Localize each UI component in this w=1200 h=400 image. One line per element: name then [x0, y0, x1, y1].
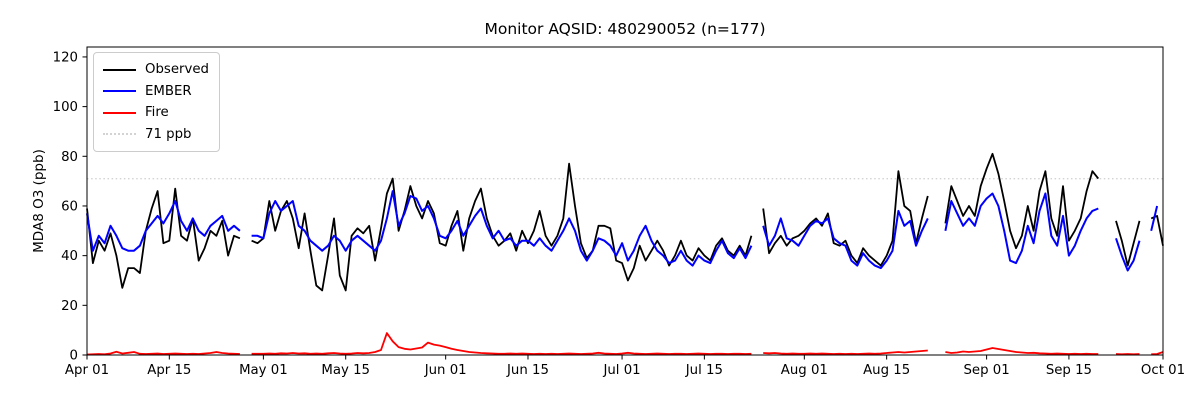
svg-text:Sep 01: Sep 01 — [963, 363, 1009, 378]
svg-text:0: 0 — [70, 349, 78, 364]
svg-text:Aug 15: Aug 15 — [863, 363, 910, 378]
legend-item-ember: EMBER — [103, 81, 209, 103]
svg-text:Apr 15: Apr 15 — [147, 363, 191, 378]
legend: Observed EMBER Fire 71 ppb — [93, 52, 220, 152]
svg-text:May 01: May 01 — [239, 363, 288, 378]
axes-spines-and-ticks — [82, 46, 1164, 360]
legend-item-observed: Observed — [103, 59, 209, 81]
svg-text:May 15: May 15 — [321, 363, 370, 378]
fire-line-swatch-icon — [103, 111, 136, 114]
svg-text:Aug 01: Aug 01 — [781, 363, 828, 378]
svg-text:80: 80 — [61, 150, 78, 165]
svg-text:60: 60 — [61, 199, 78, 214]
svg-text:120: 120 — [53, 50, 78, 65]
legend-item-threshold: 71 ppb — [103, 124, 209, 146]
legend-label: Observed — [145, 62, 209, 78]
data-series — [86, 152, 1164, 356]
legend-item-fire: Fire — [103, 102, 209, 124]
svg-text:Jul 15: Jul 15 — [685, 363, 723, 378]
legend-label: Fire — [145, 105, 169, 121]
legend-label: EMBER — [145, 83, 192, 99]
svg-text:Jul 01: Jul 01 — [602, 363, 640, 378]
x-tick-labels: Apr 01 Apr 15 May 01 May 15 Jun 01 Jun 15 Jul … — [65, 363, 1185, 378]
legend-label: 71 ppb — [145, 126, 192, 142]
svg-text:20: 20 — [61, 299, 78, 314]
svg-text:Sep 15: Sep 15 — [1046, 363, 1092, 378]
observed-line-swatch-icon — [103, 68, 136, 71]
y-tick-labels: 0 20 40 60 80 100 120 — [53, 50, 78, 363]
svg-text:40: 40 — [61, 249, 78, 264]
svg-text:100: 100 — [53, 100, 78, 115]
svg-text:Apr 01: Apr 01 — [65, 363, 109, 378]
ember-line-swatch-icon — [103, 90, 136, 93]
svg-text:Jun 01: Jun 01 — [424, 363, 467, 378]
svg-text:Oct 01: Oct 01 — [1141, 363, 1185, 378]
threshold-line-swatch-icon — [103, 133, 136, 136]
svg-text:Jun 15: Jun 15 — [506, 363, 549, 378]
chart-title: Monitor AQSID: 480290052 (n=177) — [484, 20, 766, 38]
